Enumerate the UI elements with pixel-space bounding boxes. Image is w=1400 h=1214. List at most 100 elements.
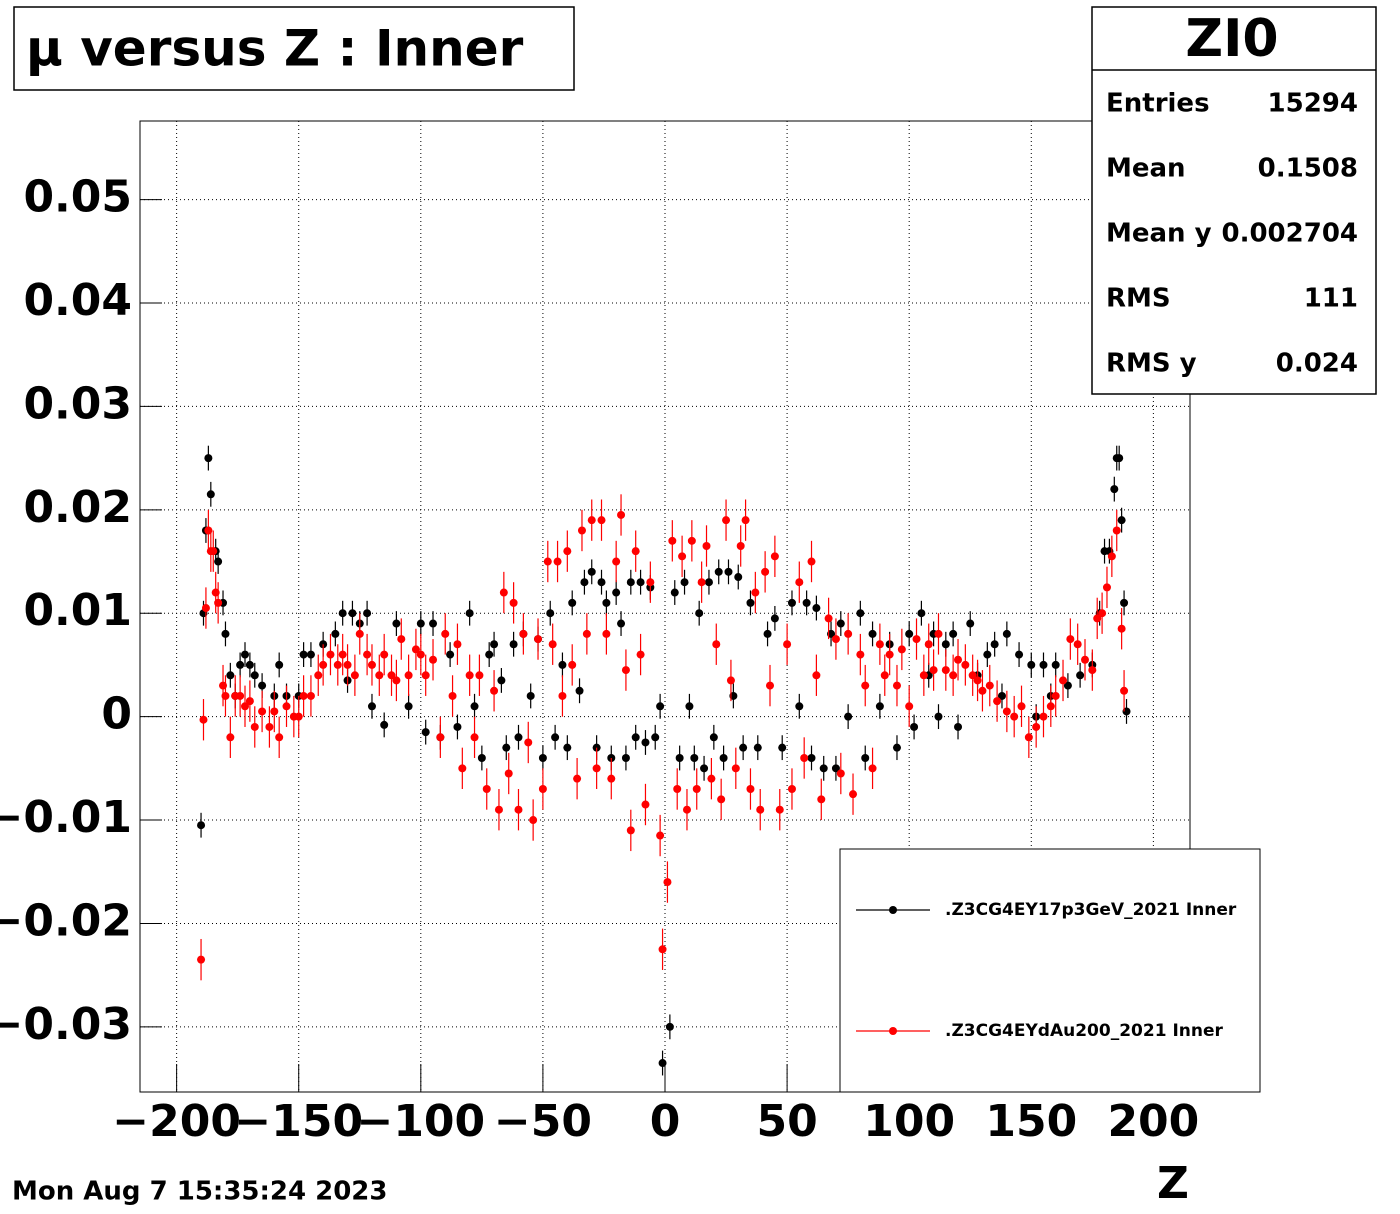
point [709, 733, 718, 742]
point [299, 691, 308, 700]
point [580, 578, 589, 587]
point [836, 769, 845, 778]
point [800, 753, 809, 762]
point [617, 619, 626, 628]
x-tick-label: 0 [650, 1096, 681, 1147]
point [206, 490, 215, 499]
point [795, 578, 804, 587]
point [1098, 609, 1107, 618]
point [673, 785, 682, 794]
point [1063, 681, 1072, 690]
point [1102, 583, 1111, 592]
point [868, 764, 877, 773]
point [338, 650, 347, 659]
point [558, 691, 567, 700]
point [573, 774, 582, 783]
point [856, 650, 865, 659]
point [429, 655, 438, 664]
point [905, 629, 914, 638]
point [856, 609, 865, 618]
point [892, 743, 901, 752]
point [436, 733, 445, 742]
point [724, 567, 733, 576]
point [1032, 722, 1041, 731]
point [941, 640, 950, 649]
point [641, 800, 650, 809]
point [924, 640, 933, 649]
point [682, 805, 691, 814]
point [897, 645, 906, 654]
point [1117, 516, 1126, 525]
x-tick-label: −50 [494, 1096, 592, 1147]
point [692, 785, 701, 794]
x-tick-label: 150 [985, 1096, 1077, 1147]
point [770, 614, 779, 623]
point [250, 671, 259, 680]
x-tick-label: −100 [356, 1096, 485, 1147]
point [465, 671, 474, 680]
point [538, 753, 547, 762]
point [504, 769, 513, 778]
point [1110, 485, 1119, 494]
point [558, 660, 567, 669]
point [497, 676, 506, 685]
point [363, 650, 372, 659]
point [746, 785, 755, 794]
point [885, 650, 894, 659]
point [338, 609, 347, 618]
legend-marker [889, 906, 897, 914]
point [597, 578, 606, 587]
point [575, 686, 584, 695]
stats-box [1091, 6, 1377, 395]
point [477, 753, 486, 762]
point [1107, 552, 1116, 561]
point [499, 588, 508, 597]
point [597, 516, 606, 525]
point [607, 774, 616, 783]
point [563, 547, 572, 556]
point [1120, 598, 1129, 607]
y-tick-label: 0.01 [23, 585, 132, 636]
point [490, 640, 499, 649]
point [756, 805, 765, 814]
point [1081, 655, 1089, 664]
point [973, 676, 982, 685]
point [722, 516, 731, 525]
point [993, 697, 1002, 706]
point [524, 738, 533, 747]
point [380, 650, 389, 659]
point [892, 681, 901, 690]
point [326, 650, 335, 659]
point [204, 454, 213, 463]
point [519, 629, 528, 638]
point [746, 598, 755, 607]
point [1088, 666, 1097, 675]
stats-label: Entries [1106, 89, 1210, 119]
point [577, 526, 586, 535]
point [553, 557, 562, 566]
point [741, 516, 750, 525]
point [905, 702, 914, 711]
point [665, 1022, 674, 1031]
point [949, 629, 958, 638]
point [514, 733, 523, 742]
point [258, 681, 267, 690]
point [258, 707, 267, 716]
point [529, 816, 538, 825]
point [868, 629, 877, 638]
point [802, 598, 811, 607]
point [602, 598, 611, 607]
point [626, 578, 635, 587]
point [1039, 712, 1048, 721]
point [282, 702, 291, 711]
point [551, 733, 560, 742]
point [416, 619, 425, 628]
point [631, 547, 640, 556]
point [441, 629, 450, 638]
point [350, 671, 359, 680]
point [954, 722, 963, 731]
point [731, 764, 740, 773]
y-tick-label: 0.04 [23, 275, 132, 326]
point [668, 536, 677, 545]
point [807, 557, 816, 566]
